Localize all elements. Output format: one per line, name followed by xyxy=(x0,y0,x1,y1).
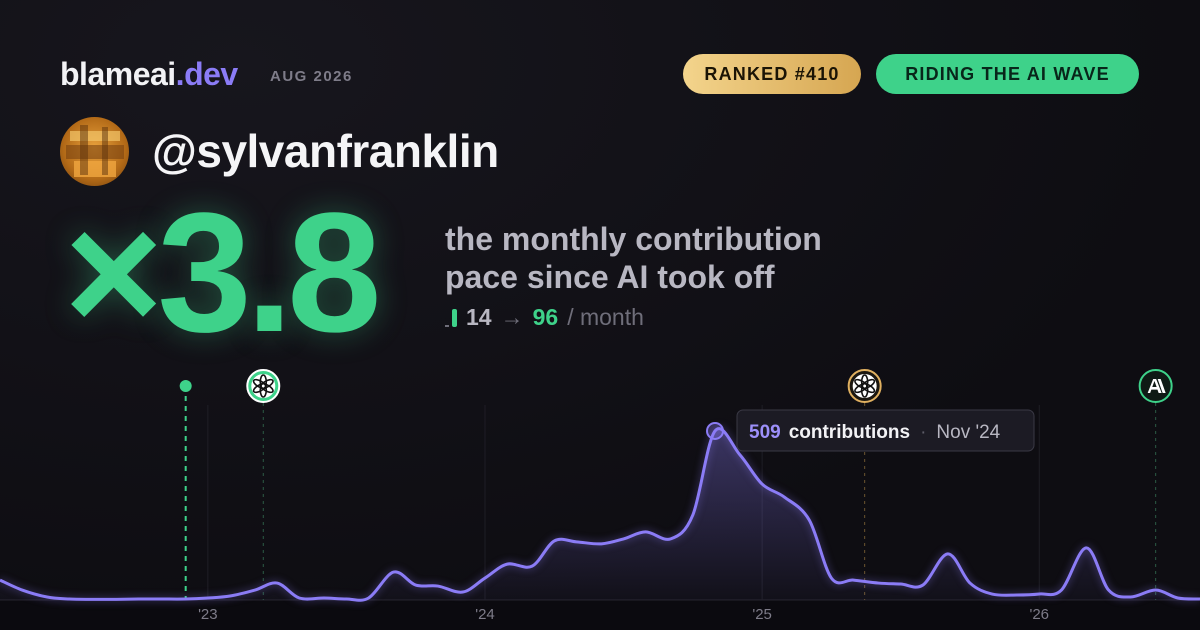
period: AUG 2026 xyxy=(270,68,353,85)
icon-glyph xyxy=(1147,379,1166,393)
from-value: 14 xyxy=(466,304,492,330)
pace: 14 → 96 / month xyxy=(445,304,644,331)
tooltip-text: 509 contributions · Nov '24 xyxy=(749,422,1001,443)
x-tick-label: '25 xyxy=(752,606,772,623)
event-icon xyxy=(847,369,882,403)
tooltip-part: Nov '24 xyxy=(936,422,1000,443)
peak-halo xyxy=(706,421,725,440)
tooltip-part: contributions xyxy=(789,422,910,443)
avatar xyxy=(60,117,129,186)
unit: / month xyxy=(567,304,644,330)
description-line: pace since AI took off xyxy=(445,259,775,295)
tooltip-part: · xyxy=(920,422,926,443)
tooltip-box xyxy=(736,409,1035,452)
icon-ring xyxy=(1138,369,1173,403)
to-value: 96 xyxy=(532,304,559,330)
tooltip-part: 509 xyxy=(749,422,781,443)
icon-inner xyxy=(852,374,877,398)
description: the monthly contribution pace since AI to… xyxy=(445,220,822,296)
brand-tld: .dev xyxy=(175,56,239,92)
x-tick-label: '26 xyxy=(1029,606,1049,623)
multiplier: ×3.8 xyxy=(64,178,382,368)
icon-petal xyxy=(854,378,869,390)
description-line: the monthly contribution xyxy=(445,221,822,257)
x-tick-label: '24 xyxy=(475,606,495,623)
wave-badge: RIDING THE AI WAVE xyxy=(876,54,1139,94)
axis-strip xyxy=(0,600,1200,630)
rank-badge: RANKED #410 xyxy=(683,54,861,94)
brand: blameai.dev xyxy=(60,56,238,93)
event-dot xyxy=(179,380,192,392)
handle: @sylvanfranklin xyxy=(152,125,499,177)
brand-name: blameai xyxy=(60,56,176,92)
icon-inner xyxy=(251,374,276,398)
event-icon xyxy=(1138,369,1173,403)
x-tick-label: '23 xyxy=(198,606,218,623)
area xyxy=(0,428,1200,601)
event-icon xyxy=(246,369,281,403)
arrow: → xyxy=(500,304,524,330)
icon-petal xyxy=(252,378,267,390)
line xyxy=(0,427,1200,602)
bar-icon xyxy=(445,307,457,329)
